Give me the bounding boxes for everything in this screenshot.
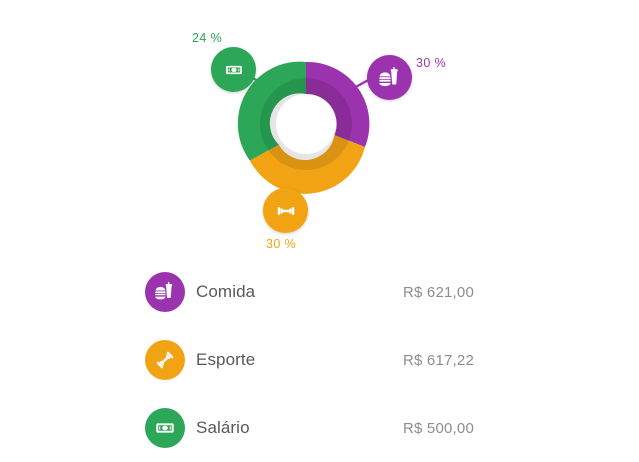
- list-item-label: Comida: [196, 282, 256, 301]
- list-item-amount: R$ 500,00: [402, 419, 474, 437]
- burger-drink-icon: [378, 66, 402, 90]
- list-item-amount: R$ 621,00: [402, 283, 474, 301]
- chart-percent-comida: 30 %: [416, 56, 447, 70]
- banknote-icon: [145, 408, 185, 448]
- list-item-amount: R$ 617,22: [402, 351, 474, 369]
- list-item-label: Salário: [196, 418, 250, 437]
- banknote-icon: [224, 60, 244, 80]
- chart-badge-salario[interactable]: [211, 47, 256, 92]
- donut-chart-svg: [237, 61, 373, 209]
- list-item-label: Esporte: [196, 350, 256, 369]
- list-item[interactable]: Comida R$ 621,00: [0, 258, 639, 326]
- donut-slice-esporte: [249, 135, 365, 194]
- donut-chart-area: 24 % 30 % 30 %: [192, 31, 447, 251]
- dumbbell-icon: [145, 340, 185, 380]
- category-legend-list: Comida R$ 621,00 Esporte R$ 617,22: [0, 258, 639, 462]
- chart-badge-esporte[interactable]: [263, 188, 308, 233]
- dumbbell-icon: [275, 200, 297, 222]
- chart-percent-esporte: 30 %: [266, 237, 297, 251]
- list-item[interactable]: Esporte R$ 617,22: [0, 326, 639, 394]
- chart-percent-salario: 24 %: [192, 31, 223, 45]
- donut-slice-salario: [237, 61, 306, 161]
- donut-slice-comida: [306, 61, 370, 148]
- list-item[interactable]: Salário R$ 500,00: [0, 394, 639, 462]
- donut-hole: [276, 94, 336, 154]
- chart-badge-comida[interactable]: [367, 55, 412, 100]
- burger-drink-icon: [145, 272, 185, 312]
